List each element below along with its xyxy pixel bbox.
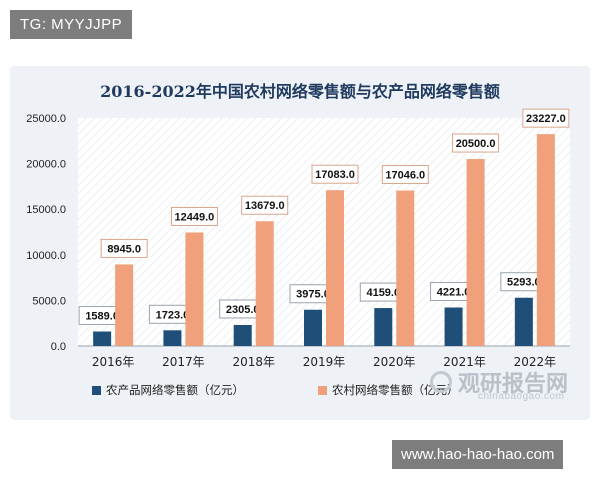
x-tick-label: 2020年	[373, 355, 416, 369]
data-label: 2305.0	[226, 304, 260, 316]
legend-swatch	[92, 386, 101, 395]
data-label: 3975.0	[296, 289, 330, 301]
top-tag: TG: MYYJJPP	[10, 10, 133, 39]
data-label-box	[452, 133, 500, 153]
bar	[93, 331, 112, 346]
legend-swatch	[318, 386, 327, 395]
x-tick-label: 2022年	[514, 355, 557, 369]
data-label: 20500.0	[456, 138, 496, 150]
data-label: 12449.0	[175, 211, 215, 223]
bar	[163, 330, 182, 346]
bar	[326, 190, 344, 346]
logo-icon	[430, 371, 452, 393]
y-tick-label: 5000.0	[32, 295, 66, 307]
watermark-brand: 观研报告网	[458, 371, 569, 396]
legend-label: 农村网络零售额（亿元）	[332, 383, 459, 397]
data-label: 1589.0	[85, 311, 119, 323]
data-label-box	[311, 164, 359, 184]
bar	[444, 307, 463, 346]
data-label: 5293.0	[507, 277, 541, 289]
x-tick-label: 2016年	[92, 355, 135, 369]
x-tick-label: 2018年	[232, 355, 275, 369]
data-label-box	[100, 238, 148, 258]
bar	[514, 297, 533, 346]
x-tick-label: 2021年	[443, 355, 486, 369]
bar	[185, 232, 204, 346]
bar	[115, 264, 134, 346]
data-label-box	[241, 195, 289, 215]
data-label: 17046.0	[385, 170, 425, 182]
x-tick-label: 2017年	[162, 355, 205, 369]
y-tick-label: 0.0	[51, 341, 66, 353]
bar	[466, 159, 485, 346]
data-label: 1723.0	[156, 309, 190, 321]
data-label: 17083.0	[315, 169, 355, 181]
data-label-box	[522, 108, 570, 128]
bar	[233, 324, 252, 346]
data-label: 4159.0	[366, 287, 400, 299]
watermark-logo: 观研报告网	[430, 366, 568, 398]
x-tick-label: 2019年	[303, 355, 346, 369]
data-label-box	[381, 165, 429, 185]
bar	[536, 134, 555, 346]
data-label: 13679.0	[245, 200, 285, 212]
y-tick-label: 10000.0	[26, 250, 66, 262]
bar	[396, 190, 415, 346]
chart-title: 2016-2022年中国农村网络零售额与农产品网络零售额	[100, 82, 500, 101]
bar	[304, 309, 322, 346]
bar	[255, 221, 274, 346]
data-label: 23227.0	[526, 113, 566, 125]
legend-label: 农产品网络零售额（亿元）	[106, 383, 244, 397]
data-label-box	[170, 206, 218, 226]
footer-tag: www.hao-hao-hao.com	[392, 440, 564, 469]
y-tick-label: 15000.0	[26, 204, 66, 216]
data-label: 8945.0	[107, 243, 141, 255]
bar	[374, 308, 393, 346]
y-tick-label: 25000.0	[26, 113, 66, 125]
watermark-url: chinabaogao.com	[478, 391, 565, 402]
data-label: 4221.0	[437, 287, 471, 299]
y-tick-label: 20000.0	[26, 159, 66, 171]
